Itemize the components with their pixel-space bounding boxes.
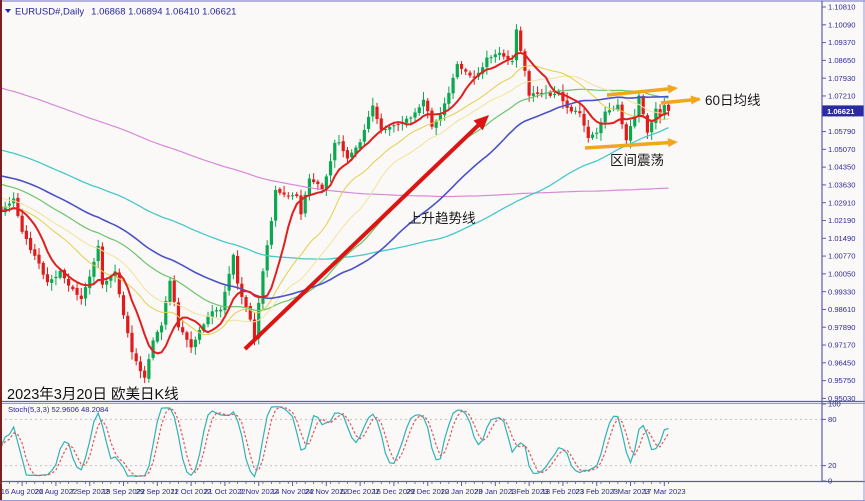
price-tick-label: 1.07210 <box>828 92 855 101</box>
date-tick-label: 24 Nov 2022 <box>305 487 348 496</box>
ma-8-line <box>0 51 669 355</box>
price-tick-label: 1.02190 <box>828 216 855 225</box>
date-tick-label: 19 Sep 2022 <box>102 487 145 496</box>
range-upper-arrow <box>606 84 678 97</box>
price-tick-label: 1.01490 <box>828 234 855 243</box>
price-tick-label: 1.05070 <box>828 145 855 154</box>
ma-lines-layer <box>0 51 669 355</box>
trend-line-label: 上升趋势线 <box>408 211 476 226</box>
price-tick-label: 0.99330 <box>828 287 855 296</box>
stoch-k-line <box>0 406 669 478</box>
ma60-label: 60日均线 <box>705 93 761 108</box>
price-tick-label: 1.10810 <box>828 3 855 12</box>
date-tick-label: 13 Feb 2023 <box>542 487 585 496</box>
date-tick-label: 2 Nov 2022 <box>239 487 278 496</box>
date-tick-label: 10 Jan 2023 <box>441 487 483 496</box>
ma-45-line <box>0 88 669 312</box>
stoch-scale-label: 80 <box>828 415 836 424</box>
current-price-label: 1.06621 <box>827 107 855 116</box>
range-lower-arrow <box>584 138 678 150</box>
date-tick-label: 29 Dec 2022 <box>406 487 449 496</box>
price-tick-label: 0.97170 <box>828 341 855 350</box>
stoch-indicator-label: Stoch(5,3,3) 52.9606 48.2084 <box>8 405 108 414</box>
ma60-callout-arrow <box>660 95 701 105</box>
date-tick-label: 11 Oct 2022 <box>171 487 212 496</box>
date-tick-label: 7 Mar 2023 <box>611 487 649 496</box>
price-tick-label: 1.07930 <box>828 74 855 83</box>
date-tick-label: 14 Nov 2022 <box>271 487 314 496</box>
date-tick-label: 21 Oct 2022 <box>204 487 245 496</box>
ma-100-line <box>0 127 669 260</box>
ma-200-line <box>0 87 669 198</box>
date-tick-label: 29 Sep 2022 <box>136 487 179 496</box>
price-tick-label: 1.02910 <box>828 198 855 207</box>
price-tick-label: 0.95750 <box>828 376 855 385</box>
price-tick-label: 0.95030 <box>828 394 855 403</box>
candles-layer <box>0 24 671 384</box>
date-tick-label: 26 Aug 2022 <box>35 487 78 496</box>
date-tick-label: 23 Feb 2023 <box>575 487 618 496</box>
ma-60-line <box>0 95 669 300</box>
price-tick-label: 0.96450 <box>828 358 855 367</box>
price-tick-label: 1.00770 <box>828 252 855 261</box>
date-tick-label: 16 Dec 2022 <box>372 487 415 496</box>
stoch-scale-label: 20 <box>828 461 836 470</box>
price-tick-label: 1.09370 <box>828 38 855 47</box>
price-tick-label: 1.10090 <box>828 20 855 29</box>
symbol-title: EURUSD#,Daily 1.06868 1.06894 1.06410 1.0… <box>15 7 236 18</box>
stoch-scale-label: 100 <box>828 400 841 409</box>
ma-30-line <box>0 75 669 323</box>
price-tick-label: 0.98610 <box>828 305 855 314</box>
date-tick-label: 17 Mar 2023 <box>643 487 686 496</box>
price-tick-label: 1.03630 <box>828 181 855 190</box>
date-tick-label: 20 Jan 2023 <box>474 487 516 496</box>
footer-note: 2023年3月20日 欧美日K线 <box>7 386 179 403</box>
price-axis[interactable]: 1.10810 1.10090 1.09370 1.08650 1.07930 1.072… <box>822 3 864 486</box>
trend-arrow <box>243 115 489 351</box>
range-label: 区间震荡 <box>610 153 664 168</box>
current-price-badge <box>822 105 864 117</box>
stoch-scale-label: 0 <box>828 477 832 486</box>
price-tick-label: 1.08650 <box>828 56 855 65</box>
date-tick-label: 16 Aug 2022 <box>1 487 44 496</box>
price-tick-label: 0.97890 <box>828 323 855 332</box>
price-tick-label: 1.00050 <box>828 269 855 278</box>
price-tick-label: 1.05790 <box>828 127 855 136</box>
price-tick-label: 1.04350 <box>828 163 855 172</box>
date-tick-label: 7 Sep 2022 <box>70 487 109 496</box>
date-tick-label: 6 Dec 2022 <box>341 487 380 496</box>
symbol-dropdown-icon[interactable] <box>5 9 11 13</box>
stoch-d-line <box>0 406 670 477</box>
date-tick-label: 1 Feb 2023 <box>510 487 548 496</box>
